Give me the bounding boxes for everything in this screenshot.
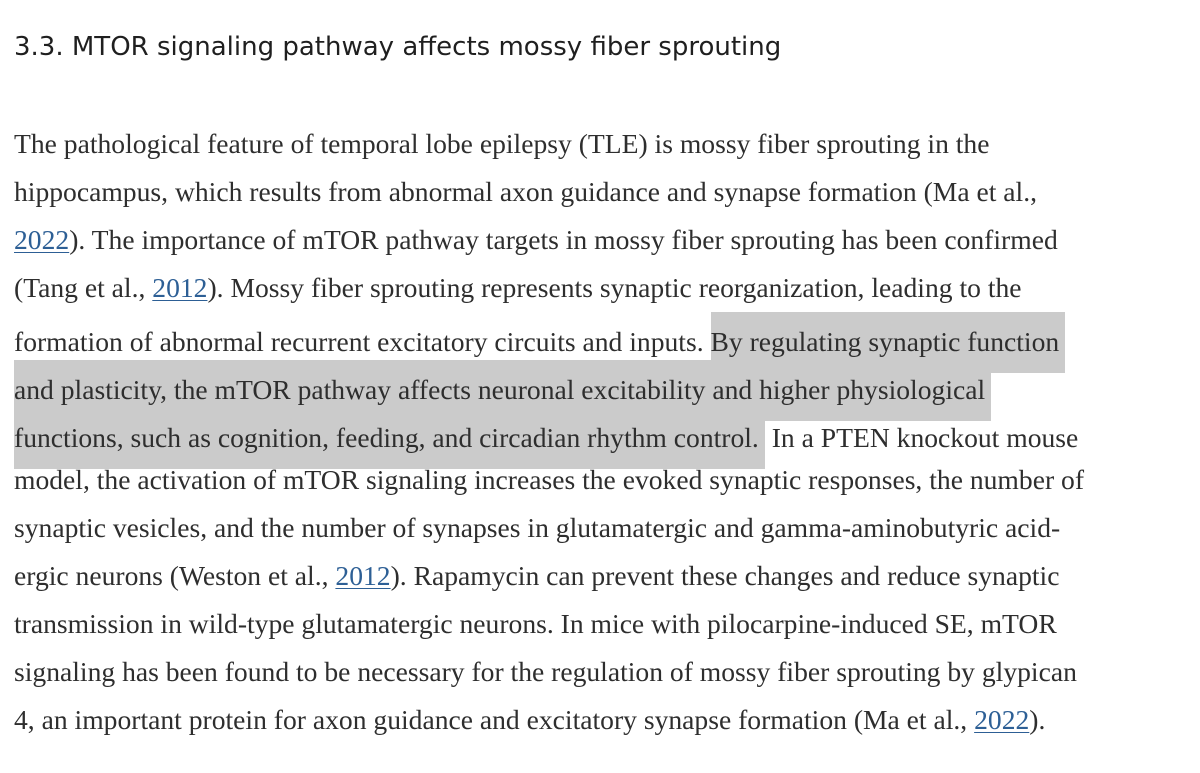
text-line: (Tang et al., 2012). Mossy fiber sprouti… xyxy=(14,264,1194,312)
text-line: model, the activation of mTOR signaling … xyxy=(14,456,1194,504)
text-line: transmission in wild-type glutamatergic … xyxy=(14,600,1194,648)
citation-link-ma-2022[interactable]: 2022 xyxy=(974,704,1030,735)
text-run: transmission in wild-type glutamatergic … xyxy=(14,608,1057,639)
citation-link-tang-2012[interactable]: 2012 xyxy=(152,272,208,303)
citation-link-ma-2022[interactable]: 2022 xyxy=(14,224,70,255)
text-run: ). xyxy=(1029,704,1046,735)
text-line: 2022). The importance of mTOR pathway ta… xyxy=(14,216,1194,264)
text-line: synaptic vesicles, and the number of syn… xyxy=(14,504,1194,552)
text-line: ergic neurons (Weston et al., 2012). Rap… xyxy=(14,552,1194,600)
text-run: ergic neurons (Weston et al., xyxy=(14,560,336,591)
text-run: signaling has been found to be necessary… xyxy=(14,656,1077,687)
text-line: formation of abnormal recurrent excitato… xyxy=(14,312,1194,373)
text-run: The pathological feature of temporal lob… xyxy=(14,128,990,159)
text-line: The pathological feature of temporal lob… xyxy=(14,120,1194,168)
text-run: ). The importance of mTOR pathway target… xyxy=(69,224,1058,255)
selected-text[interactable]: functions, such as cognition, feeding, a… xyxy=(14,408,765,469)
citation-link-weston-2012[interactable]: 2012 xyxy=(335,560,391,591)
article-page: 3.3. MTOR signaling pathway affects moss… xyxy=(14,0,1194,744)
text-run: ). Rapamycin can prevent these changes a… xyxy=(390,560,1060,591)
article-paragraph: The pathological feature of temporal lob… xyxy=(14,120,1194,744)
text-run: (Tang et al., xyxy=(14,272,153,303)
text-run: In a PTEN knockout mouse xyxy=(764,422,1079,453)
section-heading: 3.3. MTOR signaling pathway affects moss… xyxy=(14,32,782,62)
text-run: model, the activation of mTOR signaling … xyxy=(14,464,1085,495)
text-line: functions, such as cognition, feeding, a… xyxy=(14,408,1194,469)
text-line: signaling has been found to be necessary… xyxy=(14,648,1194,696)
text-run: formation of abnormal recurrent excitato… xyxy=(14,326,711,357)
text-run: 4, an important protein for axon guidanc… xyxy=(14,704,975,735)
text-line: hippocampus, which results from abnormal… xyxy=(14,168,1194,216)
text-run: hippocampus, which results from abnormal… xyxy=(14,176,1037,207)
text-line: 4, an important protein for axon guidanc… xyxy=(14,696,1194,744)
text-run: ). Mossy fiber sprouting represents syna… xyxy=(207,272,1022,303)
text-run: synaptic vesicles, and the number of syn… xyxy=(14,512,1061,543)
